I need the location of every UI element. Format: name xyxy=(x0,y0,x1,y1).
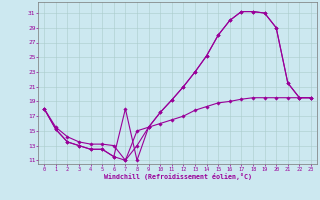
X-axis label: Windchill (Refroidissement éolien,°C): Windchill (Refroidissement éolien,°C) xyxy=(104,173,252,180)
